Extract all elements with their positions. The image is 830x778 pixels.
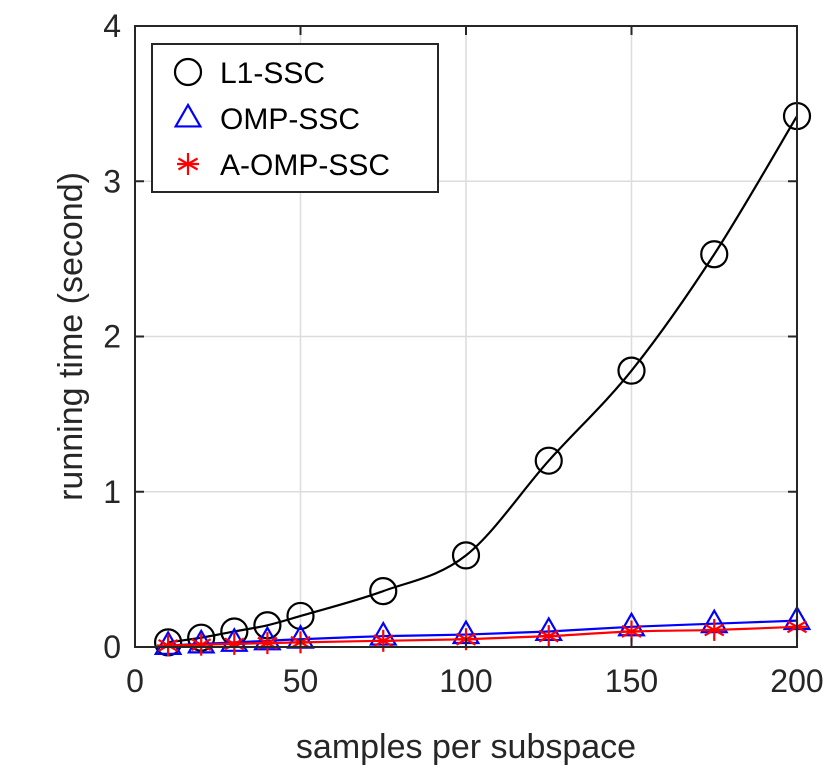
legend-label: A-OMP-SSC [220, 149, 390, 182]
y-tick-label: 4 [103, 8, 121, 44]
x-tick-label: 150 [605, 663, 658, 699]
legend: L1-SSC OMP-SSC A-OMP-SSC [151, 43, 439, 193]
legend-entry: A-OMP-SSC [177, 149, 390, 182]
asterisk-marker [703, 618, 726, 641]
axis-ticks: 0 50 100 150 200 0 1 2 3 4 [103, 8, 823, 699]
circle-marker [286, 601, 315, 631]
x-tick-label: 0 [126, 663, 144, 699]
circle-marker [451, 541, 481, 570]
circle-marker [700, 240, 729, 269]
circle-marker [617, 356, 646, 385]
x-tick-label: 50 [283, 663, 319, 699]
y-tick-label: 3 [103, 163, 121, 199]
asterisk-marker [372, 629, 395, 652]
triangle-marker [173, 102, 203, 128]
series-layer [153, 101, 812, 657]
y-tick-label: 2 [103, 319, 121, 355]
y-tick-label: 0 [103, 629, 121, 665]
x-tick-label: 200 [770, 663, 823, 699]
x-tick-label: 100 [439, 663, 492, 699]
circle-marker [369, 577, 398, 606]
legend-label: L1-SSC [220, 57, 325, 90]
series-a-omp-ssc [157, 615, 808, 657]
asterisk-marker [620, 620, 643, 643]
legend-entry: L1-SSC [173, 57, 325, 90]
asterisk-marker [537, 625, 560, 648]
asterisk-marker [190, 633, 213, 656]
y-tick-label: 1 [103, 474, 121, 510]
circle-marker [173, 57, 203, 87]
circle-marker [534, 446, 563, 475]
x-axis-label: samples per subspace [296, 728, 636, 766]
legend-entry: OMP-SSC [173, 102, 360, 136]
asterisk-marker [177, 153, 199, 175]
legend-label: OMP-SSC [220, 103, 360, 136]
y-axis-label: running time (second) [52, 172, 90, 501]
asterisk-marker [157, 634, 180, 657]
